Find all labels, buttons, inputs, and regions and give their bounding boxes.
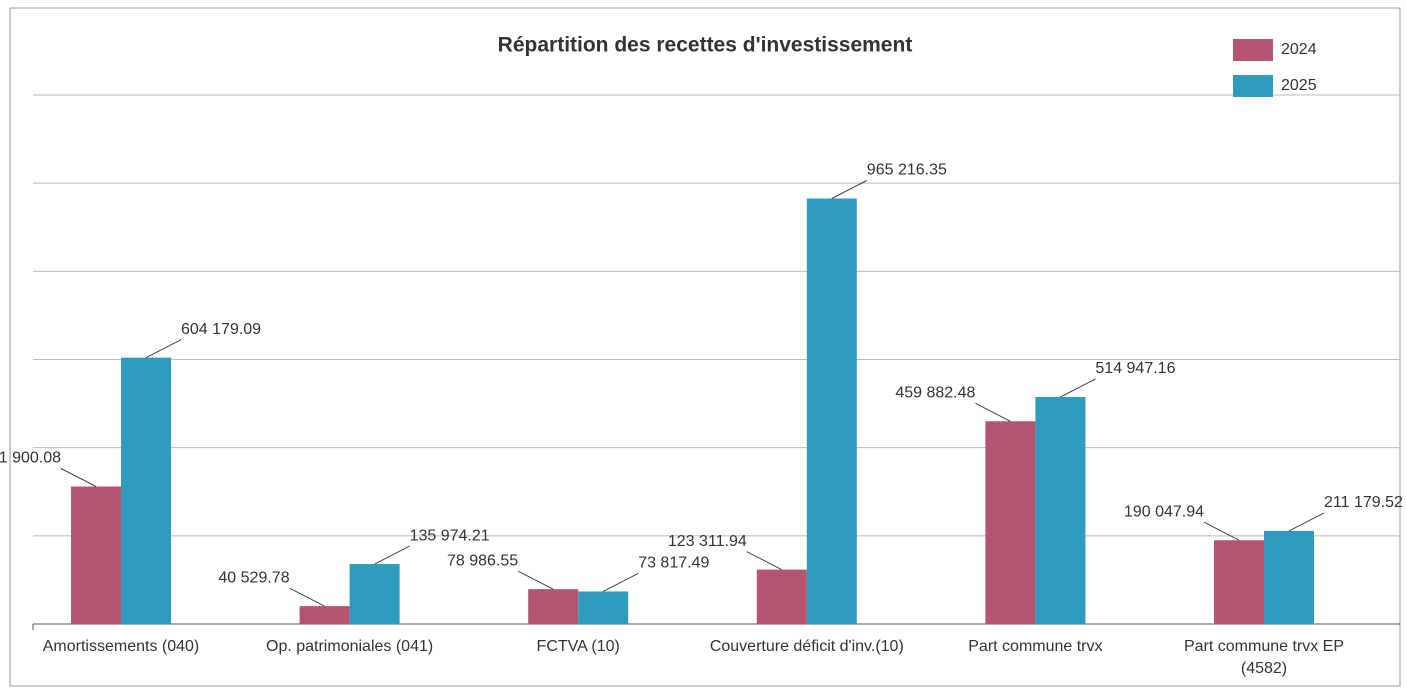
data-label: 211 179.52 [1324,494,1403,511]
leader-line [289,587,325,607]
data-label: 965 216.35 [867,162,947,179]
legend-label: 2024 [1281,41,1317,58]
bar [1214,540,1264,624]
leader-line [60,468,97,487]
leader-line [975,402,1011,422]
x-tick-label: Amortissements (040) [42,638,200,655]
legend-label: 2025 [1281,77,1317,94]
bar [756,569,807,624]
bar [806,198,857,624]
bar [1264,530,1314,624]
leader-line [831,180,868,199]
bar [71,486,121,624]
leader-line [602,573,639,592]
x-tick-label: Op. patrimoniales (041) [266,638,434,655]
data-label: 604 179.09 [181,321,261,338]
data-label: 78 986.55 [447,552,518,569]
bar [985,421,1036,624]
x-tick-label: FCTVA (10) [536,638,620,655]
bar [349,564,400,624]
bar [121,357,171,624]
legend-swatch [1233,75,1273,97]
chart-title: Répartition des recettes d'investissemen… [498,34,913,57]
data-label: 135 974.21 [410,527,490,544]
data-label: 459 882.48 [895,384,975,401]
data-label: 311 900.08 [0,450,61,467]
data-label: 514 947.16 [1095,360,1175,377]
data-label: 40 529.78 [218,569,289,586]
legend-swatch [1233,39,1273,61]
x-tick-label: Part commune trvx EP (4582) [1183,638,1345,677]
leader-line [517,570,554,590]
leader-line [746,551,783,571]
leader-line [374,545,410,565]
data-label: 73 817.49 [638,555,709,572]
leader-line [145,339,182,359]
leader-line [1288,512,1325,532]
data-label: 123 311.94 [668,533,747,550]
bar [528,589,579,624]
leader-line [1203,521,1240,541]
x-tick-label: Part commune trvx [968,638,1103,655]
leader-line [1060,378,1096,398]
bar [1035,396,1086,624]
bar [578,591,629,624]
x-tick-label: Couverture déficit d'inv.(10) [709,638,904,655]
bar [299,606,350,624]
frame [9,7,1401,687]
data-label: 190 047.94 [1124,503,1204,520]
